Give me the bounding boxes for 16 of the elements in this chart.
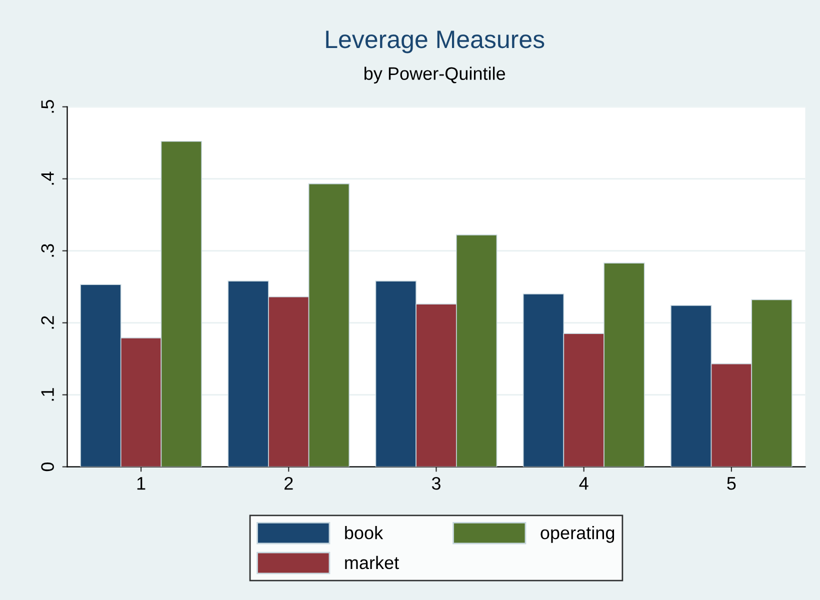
x-tick-label: 2	[284, 477, 293, 490]
x-tick-label: 5	[727, 477, 736, 490]
y-tick-label: .5	[41, 100, 54, 113]
y-tick-label: 0	[41, 462, 54, 472]
y-tick-label: .1	[41, 388, 54, 401]
legend-label: market	[345, 556, 399, 570]
y-tick-label: .4	[41, 172, 54, 185]
y-tick-label: .3	[41, 244, 54, 257]
x-tick-label: 1	[137, 477, 146, 490]
x-tick-label: 4	[579, 477, 588, 490]
chart-title: Leverage Measures	[326, 30, 544, 54]
legend-label: book	[345, 526, 384, 540]
chart-subtitle: by Power-Quintile	[364, 66, 506, 84]
legend-label: operating	[540, 526, 614, 543]
x-tick-label: 3	[432, 477, 440, 490]
y-tick-label: .2	[41, 316, 54, 329]
